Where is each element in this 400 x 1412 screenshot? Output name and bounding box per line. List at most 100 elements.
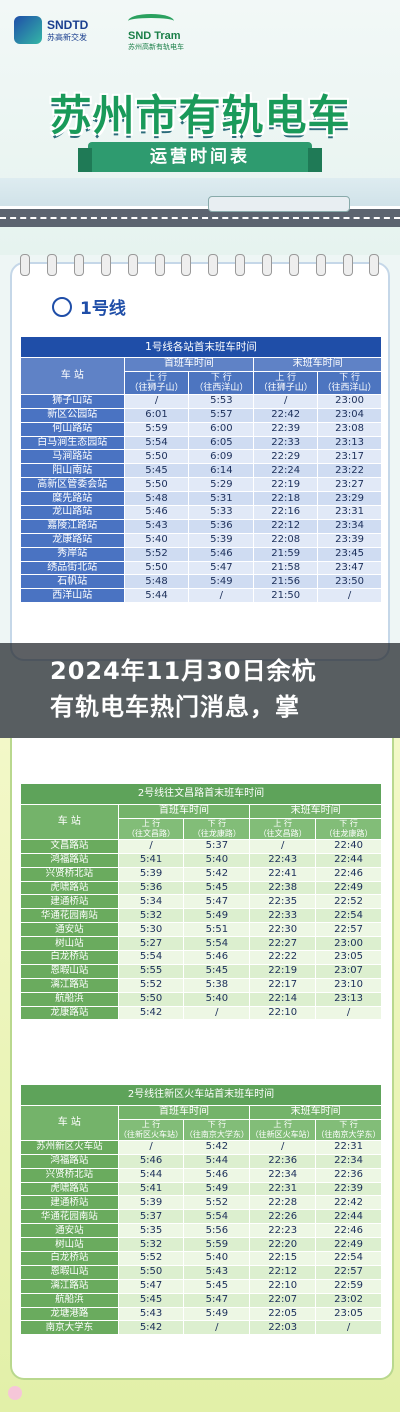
time-cell: 5:46	[188, 546, 255, 562]
table-row: 白马涧生态园站 5:54 6:05 22:33 23:13	[20, 435, 382, 451]
line2a-table-title: 2号线往文昌路首末班车时间	[20, 783, 382, 805]
time-cell: 6:01	[123, 407, 190, 423]
table-row: 马涧路站 5:50 6:09 22:29 23:17	[20, 449, 382, 465]
time-cell: 21:58	[253, 560, 319, 576]
headline-line-1: 2024年11月30日余杭	[50, 657, 317, 685]
time-cell: 5:42	[117, 1320, 185, 1336]
time-cell: 22:08	[253, 532, 319, 548]
station-name-cell: 新区公园站	[20, 407, 125, 423]
time-cell: 22:34	[249, 1167, 317, 1183]
time-cell: 5:44	[183, 1153, 251, 1169]
time-cell: 22:44	[315, 1209, 382, 1225]
time-cell: 5:52	[117, 977, 185, 993]
time-cell: 22:05	[249, 1306, 317, 1322]
table-row: 阳山南站 5:45 6:14 22:24 23:22	[20, 463, 382, 479]
line1-timetable: 1号线各站首末班车时间 车 站 首班车时间 末班车时间 上 行（往狮子山） 下 …	[20, 336, 382, 604]
time-cell: 5:49	[183, 908, 251, 924]
time-cell: 22:19	[249, 963, 317, 979]
station-name-cell: 嘉陵江路站	[20, 518, 125, 534]
station-name-cell: 虎啸路站	[20, 1181, 119, 1197]
table-row: 树山站 5:32 5:59 22:20 22:49	[20, 1237, 382, 1253]
time-cell: 23:13	[315, 991, 382, 1007]
time-cell: 5:43	[183, 1264, 251, 1280]
time-cell: 5:54	[183, 936, 251, 952]
time-cell: 22:40	[315, 838, 382, 854]
station-name-cell: 恩暇山站	[20, 1264, 119, 1280]
station-name-cell: 通安站	[20, 922, 119, 938]
first-up-header: 上 行（往狮子山）	[123, 370, 190, 395]
time-cell: 5:41	[117, 1181, 185, 1197]
time-cell: /	[249, 1139, 317, 1155]
line1-table-title: 1号线各站首末班车时间	[20, 336, 382, 358]
last-up-header: 上 行（往狮子山）	[253, 370, 319, 395]
time-cell: 22:42	[315, 1195, 382, 1211]
time-cell: 6:09	[188, 449, 255, 465]
time-cell: 5:41	[117, 852, 185, 868]
station-name-cell: 虎啸路站	[20, 880, 119, 896]
table-row: 何山路站 5:59 6:00 22:39 23:08	[20, 421, 382, 437]
station-name-cell: 漓江路站	[20, 977, 119, 993]
line2-to-xinqu-timetable: 2号线往新区火车站首末班车时间 车 站 首班车时间 末班车时间 上 行（往新区火…	[20, 1084, 382, 1336]
station-name-cell: 高新区管委会站	[20, 477, 125, 493]
snd-tram-wave-icon	[128, 14, 174, 28]
last-up-header: 上 行（往文昌路）	[249, 817, 317, 840]
station-name-cell: 西洋山站	[20, 588, 125, 604]
sndtd-logo-sub: 苏高新交发	[47, 32, 87, 42]
table-row: 嘉陵江路站 5:43 5:36 22:12 23:34	[20, 518, 382, 534]
time-cell: 5:45	[183, 1278, 251, 1294]
table-row: 通安站 5:35 5:56 22:23 22:46	[20, 1223, 382, 1239]
time-cell: 23:22	[317, 463, 382, 479]
time-cell: 5:50	[123, 560, 190, 576]
station-name-cell: 白龙桥站	[20, 950, 119, 965]
line1-card: 1号线 1号线各站首末班车时间 车 站 首班车时间 末班车时间 上 行（往狮子山…	[10, 254, 390, 661]
time-cell: 5:38	[183, 977, 251, 993]
time-cell: 5:36	[117, 880, 185, 896]
time-cell: 22:44	[315, 852, 382, 868]
time-cell: 22:29	[253, 449, 319, 465]
last-train-header: 末班车时间	[249, 804, 382, 819]
time-cell: 23:47	[317, 560, 382, 576]
station-name-cell: 何山路站	[20, 421, 125, 437]
table-row: 恩暇山站 5:50 5:43 22:12 22:57	[20, 1264, 382, 1280]
time-cell: 22:15	[249, 1251, 317, 1266]
time-cell: 22:18	[253, 491, 319, 507]
table-row: 龙康路站 5:42/22:10/	[20, 1005, 382, 1021]
table-row: 兴贤桥北站 5:44 5:46 22:34 22:36	[20, 1167, 382, 1183]
table-row: 鸿福路站 5:46 5:44 22:36 22:34	[20, 1153, 382, 1169]
station-name-cell: 苏州新区火车站	[20, 1139, 119, 1155]
time-cell: 5:40	[183, 852, 251, 868]
first-train-header: 首班车时间	[117, 1105, 251, 1120]
snd-tram-logo-name: SND Tram	[128, 30, 181, 42]
time-cell: 5:29	[188, 477, 255, 493]
time-cell: 22:24	[253, 463, 319, 479]
poster-title: 苏州市有轨电车	[49, 91, 351, 140]
station-name-cell: 鸿福路站	[20, 1153, 119, 1169]
time-cell: 5:49	[183, 1181, 251, 1197]
time-cell: 23:17	[317, 449, 382, 465]
last-up-header: 上 行（往新区火车站）	[249, 1118, 317, 1141]
time-cell: 22:43	[249, 852, 317, 868]
time-cell: 23:05	[315, 1306, 382, 1322]
time-cell: /	[315, 1320, 382, 1336]
time-cell: 5:36	[188, 518, 255, 534]
station-name-cell: 马涧路站	[20, 449, 125, 465]
time-cell: 23:34	[317, 518, 382, 534]
news-headline-banner[interactable]: 2024年11月30日余杭 有轨电车热门消息，掌	[0, 643, 400, 738]
time-cell: 5:44	[117, 1167, 185, 1183]
time-cell: 5:52	[117, 1251, 185, 1266]
table-row: 秀岸站 5:52 5:46 21:59 23:45	[20, 546, 382, 562]
station-name-cell: 建通桥站	[20, 1195, 119, 1211]
time-cell: 5:43	[123, 518, 190, 534]
station-name-cell: 阳山南站	[20, 463, 125, 479]
station-name-cell: 南京大学东	[20, 1320, 119, 1336]
first-down-header: 下 行（往西洋山）	[188, 370, 255, 395]
time-cell: 23:45	[317, 546, 382, 562]
time-cell: 22:23	[249, 1223, 317, 1239]
time-cell: /	[117, 1139, 185, 1155]
flower-icon	[8, 1386, 22, 1400]
time-cell: 23:13	[317, 435, 382, 451]
table-row: 建通桥站 5:39 5:52 22:28 22:42	[20, 1195, 382, 1211]
station-name-cell: 龙康路站	[20, 532, 125, 548]
table-row: 通安站 5:30 5:51 22:30 22:57	[20, 922, 382, 938]
time-cell: 22:39	[315, 1181, 382, 1197]
